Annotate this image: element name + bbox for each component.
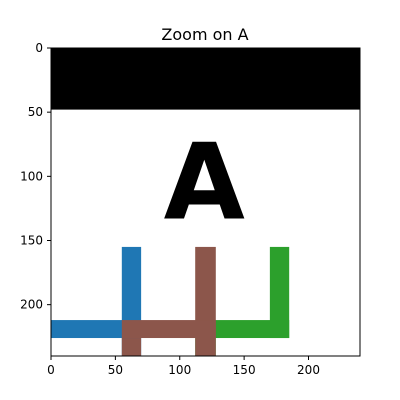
y-tick-label: 50 xyxy=(28,105,43,119)
image-region-green-vertical-right xyxy=(269,246,290,339)
x-tick-label: 200 xyxy=(297,363,320,377)
y-tick-label: 0 xyxy=(35,41,43,55)
image-region-brown-horizontal xyxy=(121,320,216,339)
x-tick-label: 100 xyxy=(168,363,191,377)
image-region-blue-horizontal xyxy=(51,320,142,339)
y-tick-label: 100 xyxy=(20,169,43,183)
x-tick-label: 150 xyxy=(233,363,256,377)
image-region-brown-vertical xyxy=(195,246,216,356)
x-tick-label: 50 xyxy=(108,363,123,377)
image-letter-a: A xyxy=(164,122,245,244)
y-tick-label: 200 xyxy=(20,298,43,312)
plot-frame xyxy=(50,47,361,357)
plot-area: A xyxy=(51,48,360,356)
axes: 0 50 100 150 200 0 50 100 150 200 xyxy=(20,41,361,377)
image-content: A xyxy=(51,48,360,356)
image-region-brown-vertical-left xyxy=(121,338,142,356)
y-tick-label: 150 xyxy=(20,234,43,248)
image-region-green-horizontal xyxy=(211,320,290,339)
chart-title: Zoom on A xyxy=(161,25,248,44)
image-region-black-band xyxy=(51,48,360,110)
x-tick-label: 0 xyxy=(47,363,55,377)
